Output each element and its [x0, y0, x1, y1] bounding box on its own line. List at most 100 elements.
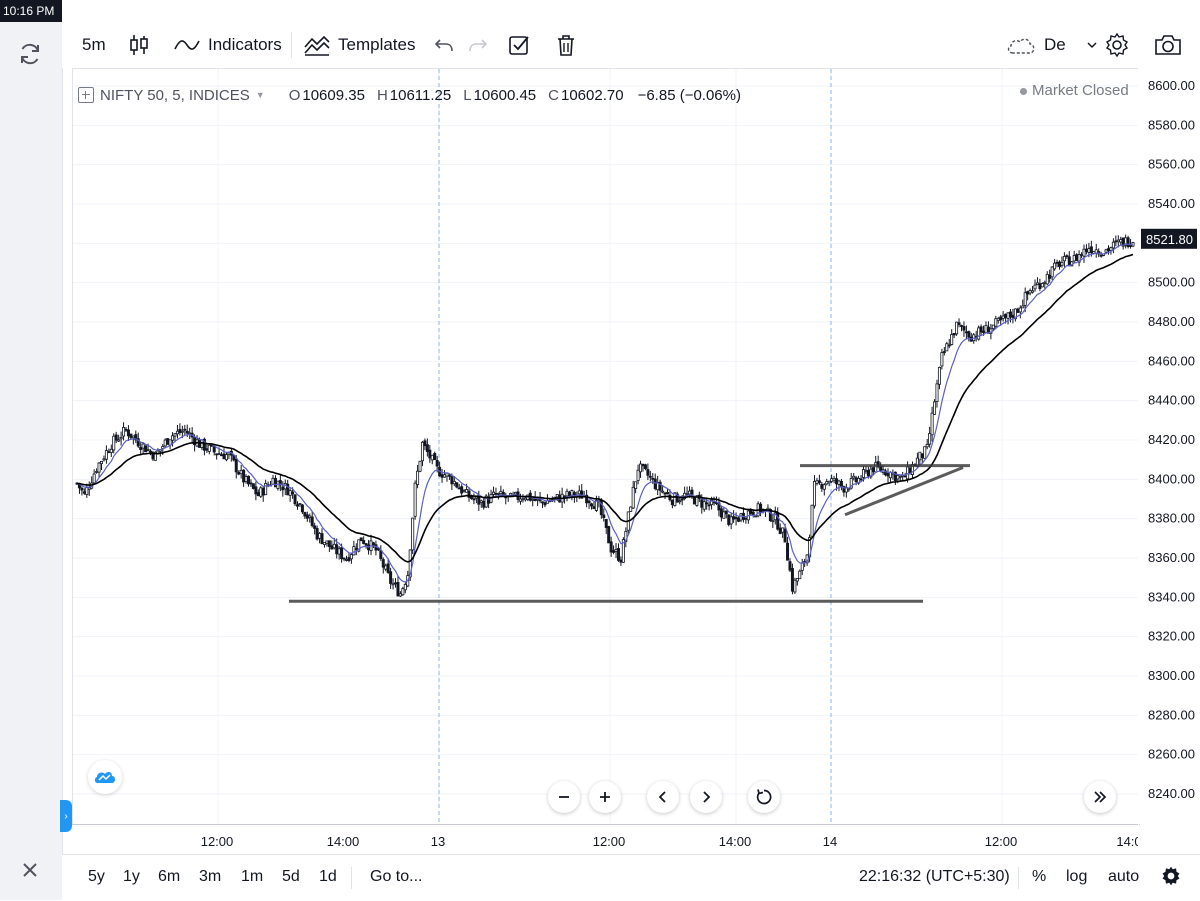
scroll-right-button[interactable]	[690, 781, 722, 813]
scroll-to-realtime-button[interactable]	[1084, 781, 1116, 813]
candle-body	[643, 464, 647, 470]
candle-body	[781, 527, 785, 533]
candle-body	[224, 454, 228, 461]
candle-body	[1067, 256, 1071, 267]
candle-body	[869, 468, 873, 478]
candle-body	[1060, 261, 1064, 266]
time-tick-label: 14:00	[719, 834, 752, 849]
time-tick-label: 12:00	[985, 834, 1018, 849]
price-axis[interactable]: 8600.008580.008560.008540.008520.008500.…	[1138, 68, 1200, 824]
tradingview-logo[interactable]	[88, 760, 122, 794]
chart-settings-button[interactable]	[1104, 28, 1130, 62]
delete-drawings-button[interactable]	[556, 28, 576, 62]
candle-body	[616, 548, 620, 561]
interval-button[interactable]: 5m	[82, 35, 106, 54]
range-5y[interactable]: 5y	[88, 868, 105, 885]
candle-body	[1084, 248, 1088, 252]
candle-body	[1116, 239, 1120, 243]
candle-body	[947, 344, 951, 347]
symbol-label[interactable]: NIFTY 50, 5, INDICES	[100, 86, 250, 104]
plus-icon	[600, 792, 610, 802]
candle-body	[759, 503, 763, 513]
candle-body	[999, 316, 1003, 321]
chevron-down-icon	[1087, 42, 1097, 49]
legend-expand-icon[interactable]	[78, 87, 94, 103]
candle-body	[896, 475, 900, 480]
candle-body	[854, 477, 858, 483]
range-6m[interactable]: 6m	[158, 868, 181, 885]
sidebar-expand-tab[interactable]: ›	[60, 800, 72, 832]
time-tick-label: 14:00	[327, 834, 360, 849]
price-tick-label: 8400.00	[1148, 471, 1195, 486]
price-chart[interactable]	[73, 69, 1139, 825]
range-1m[interactable]: 1m	[241, 868, 264, 885]
chart-type-button[interactable]	[128, 28, 150, 62]
layout-button[interactable]: De	[1006, 28, 1098, 62]
candle-body	[702, 501, 706, 510]
timezone-clock[interactable]: 22:16:32 (UTC+5:30)	[859, 868, 1010, 885]
close-button[interactable]	[10, 850, 50, 890]
percent-scale-toggle[interactable]: %	[1032, 868, 1047, 885]
goto-date-button[interactable]: Go to...	[370, 868, 423, 885]
templates-button[interactable]: Templates	[304, 28, 415, 62]
trend-line	[844, 466, 964, 517]
time-tick-label: 12:00	[201, 834, 234, 849]
time-axis[interactable]: 12:00 14:00 13 12:00 14:00 14 12:00 14:0	[72, 824, 1142, 855]
candle-body	[754, 515, 758, 518]
candle-body	[472, 498, 476, 501]
range-1d[interactable]: 1d	[319, 868, 337, 885]
candle-body	[592, 506, 596, 510]
zoom-out-button[interactable]	[548, 781, 580, 813]
double-chevron-right-icon	[1094, 791, 1107, 803]
candle-body	[1080, 254, 1084, 256]
candle-body	[460, 486, 464, 494]
candle-body	[357, 539, 361, 552]
candle-body	[389, 571, 393, 584]
close-icon	[23, 863, 37, 877]
candle-body	[1055, 261, 1059, 264]
candle-body	[293, 494, 297, 505]
candle-body	[457, 487, 461, 490]
candle-body	[80, 487, 84, 491]
candle-body	[467, 490, 471, 498]
candle-body	[109, 448, 113, 453]
candle-body	[861, 469, 865, 478]
refresh-button[interactable]	[10, 34, 50, 74]
candle-body	[778, 527, 782, 534]
select-mode-button[interactable]	[508, 28, 530, 62]
scroll-left-button[interactable]	[647, 781, 679, 813]
snapshot-button[interactable]	[1154, 28, 1182, 62]
candle-body	[536, 498, 540, 501]
chart-pane[interactable]	[72, 68, 1140, 825]
range-5d[interactable]: 5d	[282, 868, 300, 885]
undo-button[interactable]	[434, 28, 454, 62]
candle-body	[163, 439, 167, 447]
candles-icon	[130, 35, 148, 55]
candle-body	[786, 542, 790, 561]
redo-icon	[469, 39, 488, 52]
candle-body	[952, 332, 956, 336]
ma-fast-line	[76, 243, 1134, 583]
reset-chart-button[interactable]	[748, 781, 780, 813]
range-1y[interactable]: 1y	[123, 868, 140, 885]
gear-icon[interactable]	[1160, 865, 1182, 892]
redo-button[interactable]	[468, 28, 488, 62]
candle-body	[124, 428, 128, 431]
zoom-in-button[interactable]	[589, 781, 621, 813]
candle-body	[955, 321, 959, 335]
candle-body	[609, 541, 613, 553]
candle-body	[273, 477, 277, 488]
candle-body	[259, 487, 263, 497]
candle-body	[261, 488, 265, 496]
candle-body	[298, 503, 302, 505]
auto-scale-toggle[interactable]: auto	[1108, 868, 1140, 885]
candle-body	[134, 434, 138, 441]
candle-body	[394, 582, 398, 585]
range-3m[interactable]: 3m	[199, 868, 222, 885]
candle-body	[178, 428, 182, 434]
indicators-button[interactable]: Indicators	[174, 28, 282, 62]
candle-body	[180, 430, 184, 433]
candle-body	[325, 540, 329, 544]
log-scale-toggle[interactable]: log	[1066, 868, 1088, 885]
bottom-divider	[1018, 867, 1019, 889]
